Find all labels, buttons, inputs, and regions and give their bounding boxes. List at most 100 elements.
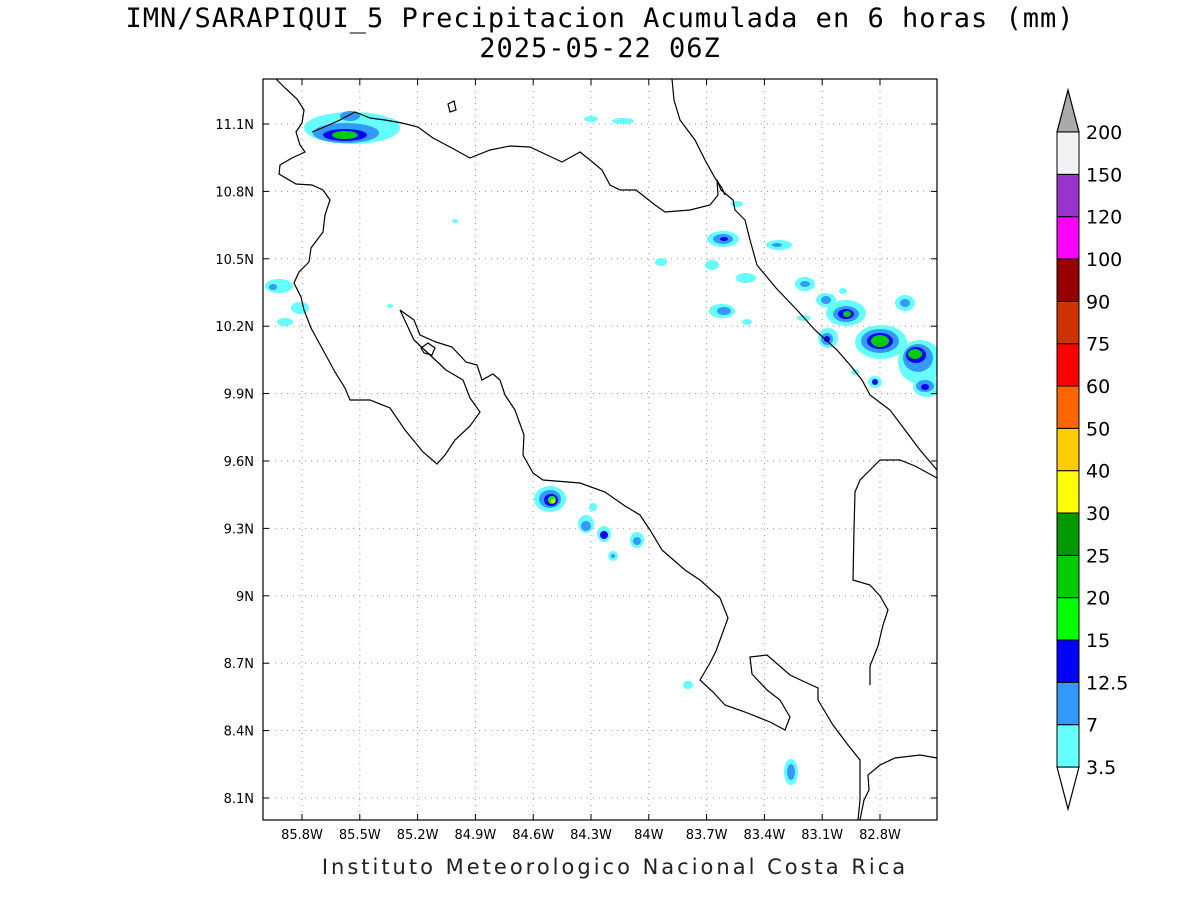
lon-tick-label: 83.1W bbox=[801, 828, 843, 843]
precip-area bbox=[589, 503, 597, 511]
lat-tick-label: 9.3N bbox=[224, 522, 254, 537]
precip-area bbox=[277, 318, 293, 326]
legend-level-label: 50 bbox=[1086, 418, 1110, 440]
lat-tick-label: 10.5N bbox=[215, 253, 254, 268]
precip-area bbox=[843, 311, 851, 317]
precip-area bbox=[581, 521, 591, 531]
precip-area bbox=[742, 319, 752, 325]
lon-tick-label: 85.2W bbox=[397, 828, 439, 843]
legend-level-label: 40 bbox=[1086, 461, 1110, 483]
precip-area bbox=[600, 531, 608, 539]
precip-area bbox=[655, 258, 667, 266]
lat-tick-label: 10.8N bbox=[215, 185, 254, 200]
gridlines bbox=[263, 79, 937, 820]
legend-level-label: 12.5 bbox=[1086, 672, 1128, 694]
lon-tick-label: 83.7W bbox=[686, 828, 728, 843]
precip-area bbox=[683, 681, 693, 689]
precip-area bbox=[824, 336, 830, 342]
island bbox=[420, 342, 436, 356]
precip-area bbox=[800, 281, 810, 287]
legend-swatch bbox=[1056, 470, 1080, 514]
legend-swatch bbox=[1056, 173, 1080, 218]
precip-area bbox=[452, 219, 458, 223]
lat-tick-label: 9N bbox=[236, 590, 254, 605]
lat-tick-label: 9.9N bbox=[224, 388, 254, 403]
precip-area bbox=[872, 379, 878, 385]
legend-under-arrow bbox=[1056, 766, 1080, 812]
precip-area bbox=[717, 307, 731, 315]
precip-area bbox=[551, 499, 555, 503]
legend-level-label: 150 bbox=[1086, 164, 1122, 186]
coastline bbox=[369, 117, 937, 471]
map-title: IMN/SARAPIQUI_5 Precipitacion Acumulada … bbox=[125, 3, 1075, 34]
lon-tick-label: 84W bbox=[634, 828, 664, 843]
precip-area bbox=[720, 237, 728, 241]
legend-swatch bbox=[1056, 385, 1080, 429]
precip-area bbox=[371, 118, 399, 128]
legend-level-label: 25 bbox=[1086, 545, 1110, 567]
legend-level-label: 7 bbox=[1086, 715, 1098, 737]
legend-swatch bbox=[1056, 258, 1080, 302]
precip-area bbox=[291, 302, 309, 314]
coastline bbox=[399, 309, 861, 820]
precip-area bbox=[584, 116, 598, 122]
precip-area bbox=[265, 279, 293, 293]
lon-tick-label: 84.9W bbox=[454, 828, 496, 843]
lat-tick-label: 11.1N bbox=[215, 118, 254, 133]
lon-tick-label: 85.5W bbox=[339, 828, 381, 843]
precip-area bbox=[908, 349, 922, 359]
legend-over-arrow bbox=[1056, 87, 1080, 133]
legend-level-label: 15 bbox=[1086, 630, 1110, 652]
lat-tick-label: 10.2N bbox=[215, 320, 254, 335]
color-legend: 3.5 7 12.5 15 20 25 30 40 50 60 75 90 100 120 150 200 bbox=[1056, 87, 1128, 812]
precip-area bbox=[839, 288, 847, 294]
precip-area bbox=[772, 243, 782, 247]
precipitation-field bbox=[265, 111, 937, 785]
coastlines bbox=[275, 79, 937, 820]
coastline bbox=[671, 79, 726, 196]
lon-tick-label: 84.3W bbox=[570, 828, 612, 843]
legend-level-label: 120 bbox=[1086, 207, 1122, 229]
legend-swatch bbox=[1056, 216, 1080, 260]
precip-area bbox=[871, 335, 889, 347]
legend-level-label: 90 bbox=[1086, 291, 1110, 313]
legend-level-label: 3.5 bbox=[1086, 757, 1116, 779]
lon-tick-label: 82.8W bbox=[859, 828, 901, 843]
precip-area bbox=[900, 299, 910, 307]
legend-level-label: 200 bbox=[1086, 122, 1122, 144]
legend-level-label: 30 bbox=[1086, 503, 1110, 525]
lat-tick-label: 8.7N bbox=[224, 657, 254, 672]
legend-swatch bbox=[1056, 639, 1080, 683]
legend-swatch bbox=[1056, 131, 1080, 175]
precip-area bbox=[332, 131, 358, 139]
coastline bbox=[275, 79, 481, 465]
precip-area bbox=[921, 384, 929, 390]
legend-swatch bbox=[1056, 597, 1080, 641]
precip-area bbox=[705, 260, 719, 270]
legend-swatch bbox=[1056, 427, 1080, 472]
lon-tick-label: 83.4W bbox=[743, 828, 785, 843]
precip-area bbox=[821, 296, 831, 304]
precip-area bbox=[269, 284, 277, 290]
island bbox=[447, 100, 457, 113]
coastline bbox=[852, 459, 937, 685]
lat-tick-label: 8.1N bbox=[224, 792, 254, 807]
legend-level-label: 60 bbox=[1086, 376, 1110, 398]
footer-credit: Instituto Meteorologico Nacional Costa R… bbox=[321, 855, 909, 879]
coastline bbox=[311, 111, 371, 133]
precip-area bbox=[787, 764, 795, 780]
legend-swatch bbox=[1056, 681, 1080, 726]
legend-level-label: 100 bbox=[1086, 249, 1122, 271]
map-axes: 85.8W 85.5W 85.2W 84.9W 84.6W 84.3W 84W 83.7W 83… bbox=[215, 79, 937, 843]
precip-area bbox=[340, 111, 360, 121]
precip-area bbox=[736, 273, 756, 283]
legend-level-label: 75 bbox=[1086, 334, 1110, 356]
map-frame bbox=[262, 78, 938, 821]
lon-tick-label: 84.6W bbox=[512, 828, 554, 843]
legend-swatch bbox=[1056, 343, 1080, 387]
lon-tick-label: 85.8W bbox=[281, 828, 323, 843]
precip-area bbox=[633, 537, 641, 545]
lat-tick-label: 9.6N bbox=[224, 455, 254, 470]
legend-swatch bbox=[1056, 554, 1080, 599]
